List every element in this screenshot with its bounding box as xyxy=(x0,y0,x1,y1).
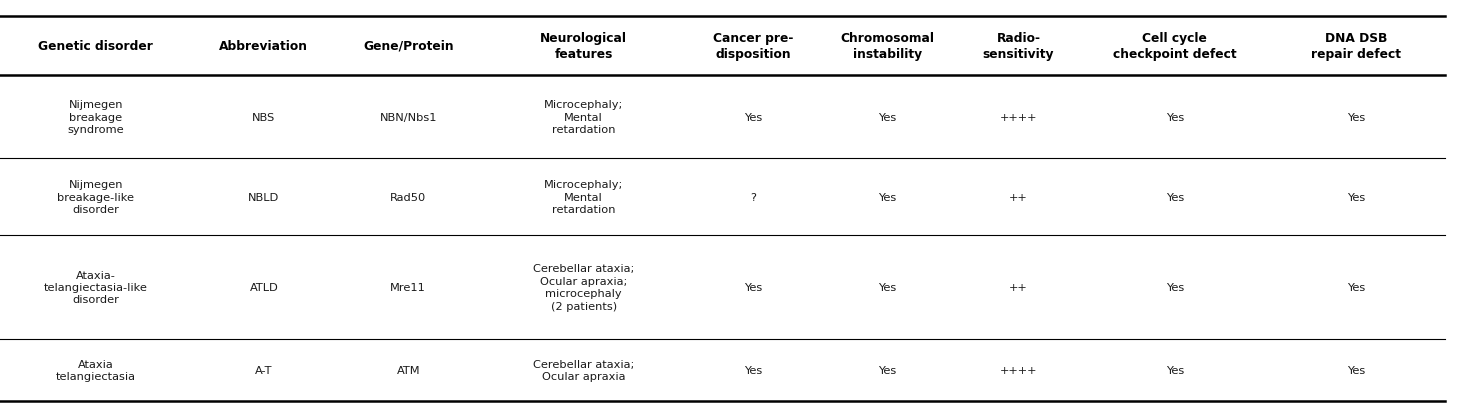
Text: DNA DSB
repair defect: DNA DSB repair defect xyxy=(1310,32,1402,61)
Text: Yes: Yes xyxy=(1166,365,1184,375)
Text: Neurological
features: Neurological features xyxy=(539,32,628,61)
Text: NBLD: NBLD xyxy=(248,192,280,202)
Text: Nijmegen
breakage
syndrome: Nijmegen breakage syndrome xyxy=(68,100,124,135)
Text: Cerebellar ataxia;
Ocular apraxia: Cerebellar ataxia; Ocular apraxia xyxy=(534,359,634,381)
Text: ++: ++ xyxy=(1010,192,1027,202)
Text: A-T: A-T xyxy=(255,365,273,375)
Text: ++++: ++++ xyxy=(999,365,1038,375)
Text: Rad50: Rad50 xyxy=(391,192,426,202)
Text: Yes: Yes xyxy=(1347,282,1365,292)
Text: Microcephaly;
Mental
retardation: Microcephaly; Mental retardation xyxy=(544,100,624,135)
Text: ++++: ++++ xyxy=(999,112,1038,122)
Text: Cancer pre-
disposition: Cancer pre- disposition xyxy=(713,32,793,61)
Text: Yes: Yes xyxy=(744,282,762,292)
Text: Mre11: Mre11 xyxy=(391,282,426,292)
Text: Yes: Yes xyxy=(1347,112,1365,122)
Text: Yes: Yes xyxy=(1166,112,1184,122)
Text: Yes: Yes xyxy=(1166,282,1184,292)
Text: Cell cycle
checkpoint defect: Cell cycle checkpoint defect xyxy=(1113,32,1237,61)
Text: Yes: Yes xyxy=(879,365,896,375)
Text: Yes: Yes xyxy=(879,192,896,202)
Text: NBS: NBS xyxy=(252,112,276,122)
Text: Gene/Protein: Gene/Protein xyxy=(363,40,454,53)
Text: Yes: Yes xyxy=(879,282,896,292)
Text: ATLD: ATLD xyxy=(249,282,279,292)
Text: ++: ++ xyxy=(1010,282,1027,292)
Text: Yes: Yes xyxy=(744,112,762,122)
Text: Radio-
sensitivity: Radio- sensitivity xyxy=(983,32,1054,61)
Text: Yes: Yes xyxy=(1166,192,1184,202)
Text: Nijmegen
breakage-like
disorder: Nijmegen breakage-like disorder xyxy=(57,180,134,214)
Text: Abbreviation: Abbreviation xyxy=(220,40,308,53)
Text: Ataxia-
telangiectasia-like
disorder: Ataxia- telangiectasia-like disorder xyxy=(44,270,147,305)
Text: Ataxia
telangiectasia: Ataxia telangiectasia xyxy=(56,359,136,381)
Text: Yes: Yes xyxy=(744,365,762,375)
Text: Yes: Yes xyxy=(1347,192,1365,202)
Text: ?: ? xyxy=(750,192,756,202)
Text: Chromosomal
instability: Chromosomal instability xyxy=(840,32,935,61)
Text: Cerebellar ataxia;
Ocular apraxia;
microcephaly
(2 patients): Cerebellar ataxia; Ocular apraxia; micro… xyxy=(534,264,634,311)
Text: ATM: ATM xyxy=(397,365,420,375)
Text: Yes: Yes xyxy=(1347,365,1365,375)
Text: Genetic disorder: Genetic disorder xyxy=(38,40,153,53)
Text: Yes: Yes xyxy=(879,112,896,122)
Text: NBN/Nbs1: NBN/Nbs1 xyxy=(379,112,438,122)
Text: Microcephaly;
Mental
retardation: Microcephaly; Mental retardation xyxy=(544,180,624,214)
